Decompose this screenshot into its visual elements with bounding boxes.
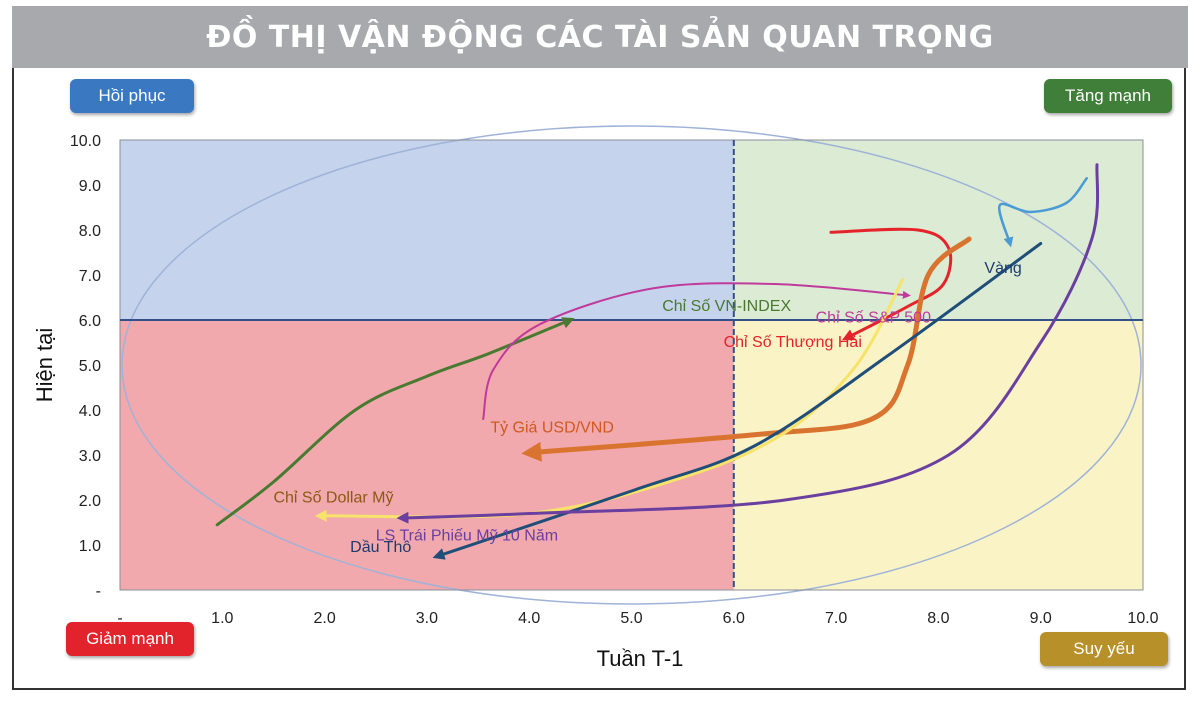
quadrant-label-weakening: Suy yếu [1040,632,1168,666]
series-label: Chỉ Số VN-INDEX [662,298,791,315]
series-line [482,282,911,420]
series-line [521,236,972,462]
reference-ellipse [121,125,1142,605]
y-tick-label: 5.0 [79,358,101,375]
series-line [432,242,1043,560]
y-tick-label: 1.0 [79,538,101,555]
y-tick-label: 9.0 [79,178,101,195]
y-tick-label: 4.0 [79,403,101,420]
quadrant-label-recovery: Hồi phục [70,79,194,113]
y-tick-label: 7.0 [79,268,101,285]
series-line [396,163,1100,524]
x-tick-label: 2.0 [313,610,335,627]
quadrant-top-right [733,140,1143,320]
series-label: Chỉ Số Dollar Mỹ [273,489,393,506]
x-tick-label: 1.0 [211,610,233,627]
series-label: Chỉ Số S&P 500 [816,309,931,326]
quadrant-bottom-left [120,320,734,590]
x-tick-label: - [117,610,122,627]
y-axis-label: Hiện tại [32,328,57,403]
x-tick-label: 10.0 [1127,610,1158,627]
series-label: Chỉ Số Thượng Hải [724,334,862,351]
y-tick-label: 8.0 [79,223,101,240]
y-tick-label: 6.0 [79,313,101,330]
x-axis-label: Tuần T-1 [597,646,684,671]
series-label: Vàng [984,260,1021,277]
series-label: Dầu Thô [350,539,411,556]
page-title: ĐỒ THỊ VẬN ĐỘNG CÁC TÀI SẢN QUAN TRỌNG [206,19,994,55]
y-tick-label: 3.0 [79,448,101,465]
chart-frame [12,68,1186,690]
x-tick-label: 6.0 [723,610,745,627]
x-tick-label: 3.0 [416,610,438,627]
y-tick-label: - [96,583,101,600]
y-tick-label: 2.0 [79,493,101,510]
series-line [829,227,953,341]
plot-border [119,139,1144,591]
x-tick-label: 8.0 [927,610,949,627]
quadrant-top-left [120,140,734,320]
series-label: LS Trái Phiếu Mỹ 10 Năm [376,528,558,545]
quadrant-label-sharp-decline: Giảm mạnh [66,622,194,656]
x-tick-label: 7.0 [825,610,847,627]
series-line [215,317,575,527]
quadrant-bottom-right [733,320,1143,590]
y-tick-label: 10.0 [70,133,101,150]
quadrant-label-strong-rise: Tăng mạnh [1044,79,1172,113]
series-label: Tỷ Giá USD/VND [490,420,614,437]
title-bar: ĐỒ THỊ VẬN ĐỘNG CÁC TÀI SẢN QUAN TRỌNG [12,6,1188,68]
series-line [997,177,1088,248]
x-tick-label: 4.0 [518,610,540,627]
x-tick-label: 9.0 [1030,610,1052,627]
x-tick-label: 5.0 [620,610,642,627]
